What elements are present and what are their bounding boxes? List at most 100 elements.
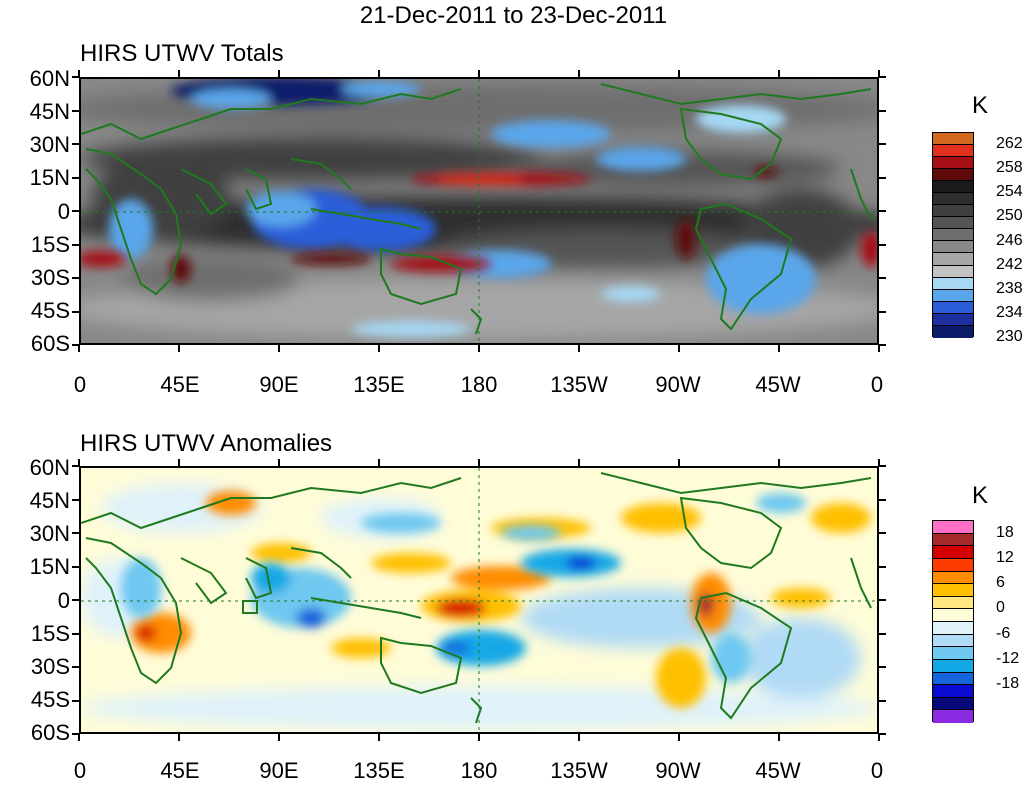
anomalies-y-label: 45N — [29, 488, 70, 513]
colorbar-swatch — [933, 533, 973, 547]
axis-tick — [278, 734, 280, 741]
axis-tick — [478, 734, 480, 741]
colorbar-label: 238 — [996, 279, 1023, 297]
colorbar-swatch — [933, 241, 973, 254]
axis-tick — [72, 143, 79, 145]
axis-tick — [578, 70, 580, 77]
axis-tick — [178, 345, 180, 352]
anomalies-y-label: 60S — [30, 720, 70, 745]
colorbar-swatch — [933, 571, 973, 585]
colorbar-swatch — [933, 313, 973, 326]
colorbar-swatch — [933, 217, 973, 230]
axis-tick — [178, 459, 180, 466]
axis-tick — [578, 345, 580, 352]
colorbar-label: 258 — [996, 159, 1023, 177]
axis-tick — [478, 345, 480, 352]
colorbar-swatch — [933, 659, 973, 673]
totals-y-label: 60S — [30, 331, 70, 356]
colorbar-label: 242 — [996, 255, 1023, 273]
axis-tick — [72, 666, 79, 668]
axis-tick — [72, 532, 79, 534]
axis-tick — [879, 243, 886, 246]
colorbar-label: -6 — [996, 624, 1011, 642]
axis-tick — [72, 565, 79, 568]
colorbar-swatch — [933, 697, 973, 711]
totals-y-label: 45S — [30, 298, 70, 323]
axis-tick — [879, 666, 886, 668]
colorbar-label: 230 — [996, 328, 1023, 345]
axis-tick — [72, 344, 79, 346]
axis-tick — [378, 345, 380, 352]
axis-tick — [879, 109, 886, 112]
axis-tick — [72, 599, 79, 601]
colorbar-swatch — [933, 634, 973, 648]
axis-tick — [78, 345, 80, 352]
panel-title-anomalies: HIRS UTWV Anomalies — [80, 430, 333, 457]
axis-tick — [879, 699, 886, 702]
axis-tick — [778, 734, 780, 741]
axis-tick — [72, 632, 79, 635]
axis-tick — [879, 733, 886, 735]
anomalies-x-label: 90E — [259, 758, 299, 783]
anomalies-y-label: 60N — [29, 455, 70, 480]
main-title: 21-Dec-2011 to 23-Dec-2011 — [359, 2, 668, 29]
axis-tick — [78, 459, 80, 466]
axis-tick — [878, 459, 880, 466]
anomalies-y-label: 15N — [29, 554, 70, 579]
axis-tick — [879, 599, 886, 601]
totals-map — [79, 77, 879, 345]
colorbar-swatch — [933, 546, 973, 559]
colorbar-label: 6 — [996, 574, 1005, 592]
colorbar-swatch — [933, 301, 973, 314]
axis-tick — [378, 734, 380, 741]
totals-x-label: 0 — [73, 372, 87, 397]
colorbar-swatch — [933, 205, 973, 218]
colorbar-swatch — [933, 145, 973, 158]
axis-tick — [178, 734, 180, 741]
axis-tick — [78, 734, 80, 741]
axis-tick — [478, 459, 480, 466]
colorbar-swatch — [933, 558, 973, 572]
axis-tick — [878, 70, 880, 77]
axis-tick — [378, 70, 380, 77]
totals-x-label: 135W — [550, 372, 608, 397]
axis-tick — [879, 210, 886, 212]
anomalies-x-label: 45E — [160, 758, 200, 783]
axis-tick — [878, 734, 880, 741]
totals-y-label: 0 — [57, 199, 70, 224]
axis-tick — [278, 345, 280, 352]
anomalies-x-label: 180 — [460, 758, 498, 783]
colorbar-swatch — [933, 229, 973, 242]
axis-tick — [879, 344, 886, 346]
colorbar-label: 0 — [996, 599, 1005, 617]
colorbar-swatch — [933, 584, 973, 597]
axis-tick — [478, 70, 480, 77]
anomalies-y-label: 45S — [30, 687, 70, 712]
anomalies-x-label: 90W — [655, 758, 701, 783]
axis-tick — [72, 109, 79, 112]
axis-tick — [72, 210, 79, 212]
colorbar-swatch — [933, 622, 973, 635]
colorbar-label: -18 — [996, 675, 1020, 693]
axis-tick — [678, 345, 680, 352]
colorbar-swatch — [933, 672, 973, 686]
colorbar-swatch — [933, 596, 973, 610]
totals-x-label: 45E — [160, 372, 200, 397]
anomalies-y-label: 0 — [57, 588, 70, 613]
colorbar-label: 18 — [996, 523, 1014, 541]
totals-x-label: 90W — [655, 372, 701, 397]
anomalies-map — [79, 466, 879, 734]
axis-tick — [678, 734, 680, 741]
anomalies-colorbar — [932, 520, 974, 723]
totals-x-label: 135E — [353, 372, 405, 397]
anomalies-field — [81, 468, 877, 732]
anomalies-x-label: 0 — [73, 758, 87, 783]
axis-tick — [178, 70, 180, 77]
anomalies-x-label: 135E — [353, 758, 405, 783]
colorbar-label: 246 — [996, 231, 1023, 249]
colorbar-swatch — [933, 169, 973, 182]
axis-tick — [879, 277, 886, 279]
totals-x-label: 0 — [870, 372, 884, 397]
axis-tick — [678, 70, 680, 77]
axis-tick — [72, 76, 79, 78]
